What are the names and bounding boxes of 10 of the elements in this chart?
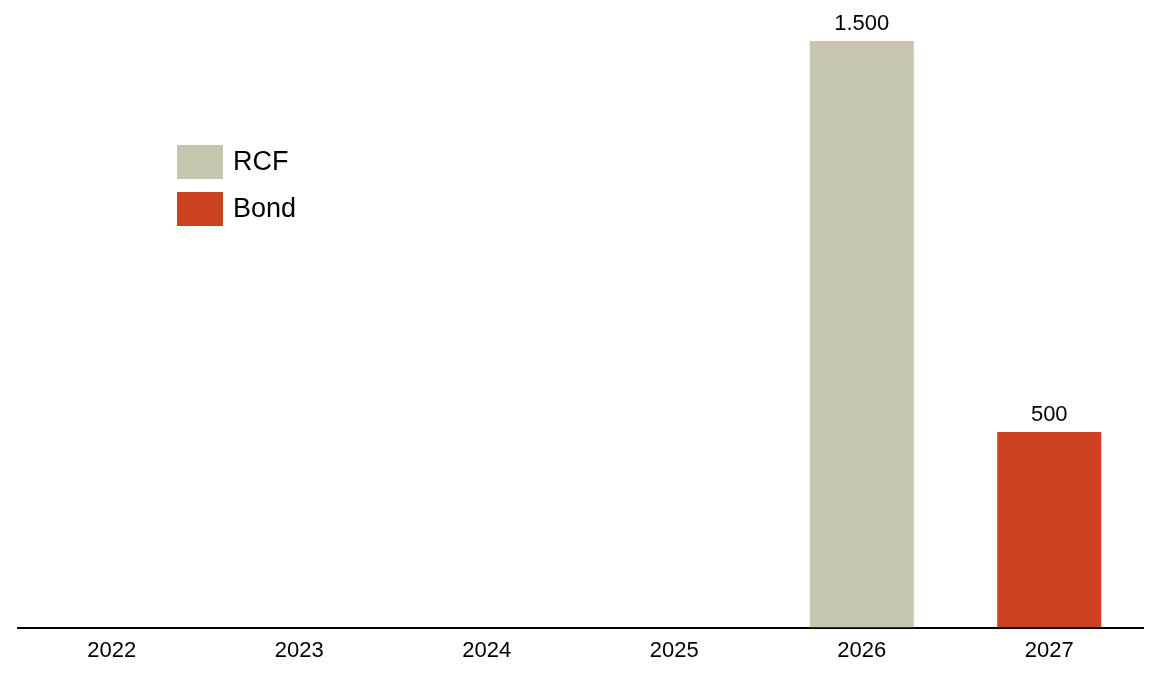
x-tick-label: 2023: [274, 636, 324, 662]
x-tick-label: 2025: [649, 636, 699, 662]
data-label: 1.500: [834, 10, 890, 36]
legend-label: Bond: [233, 193, 297, 224]
x-tick-label: 2026: [837, 636, 887, 662]
x-tick-label: 2022: [87, 636, 137, 662]
x-tick-label: 2027: [1024, 636, 1074, 662]
legend-label: RCF: [233, 146, 289, 177]
data-label: 500: [1030, 401, 1068, 427]
x-tick-label: 2024: [462, 636, 512, 662]
